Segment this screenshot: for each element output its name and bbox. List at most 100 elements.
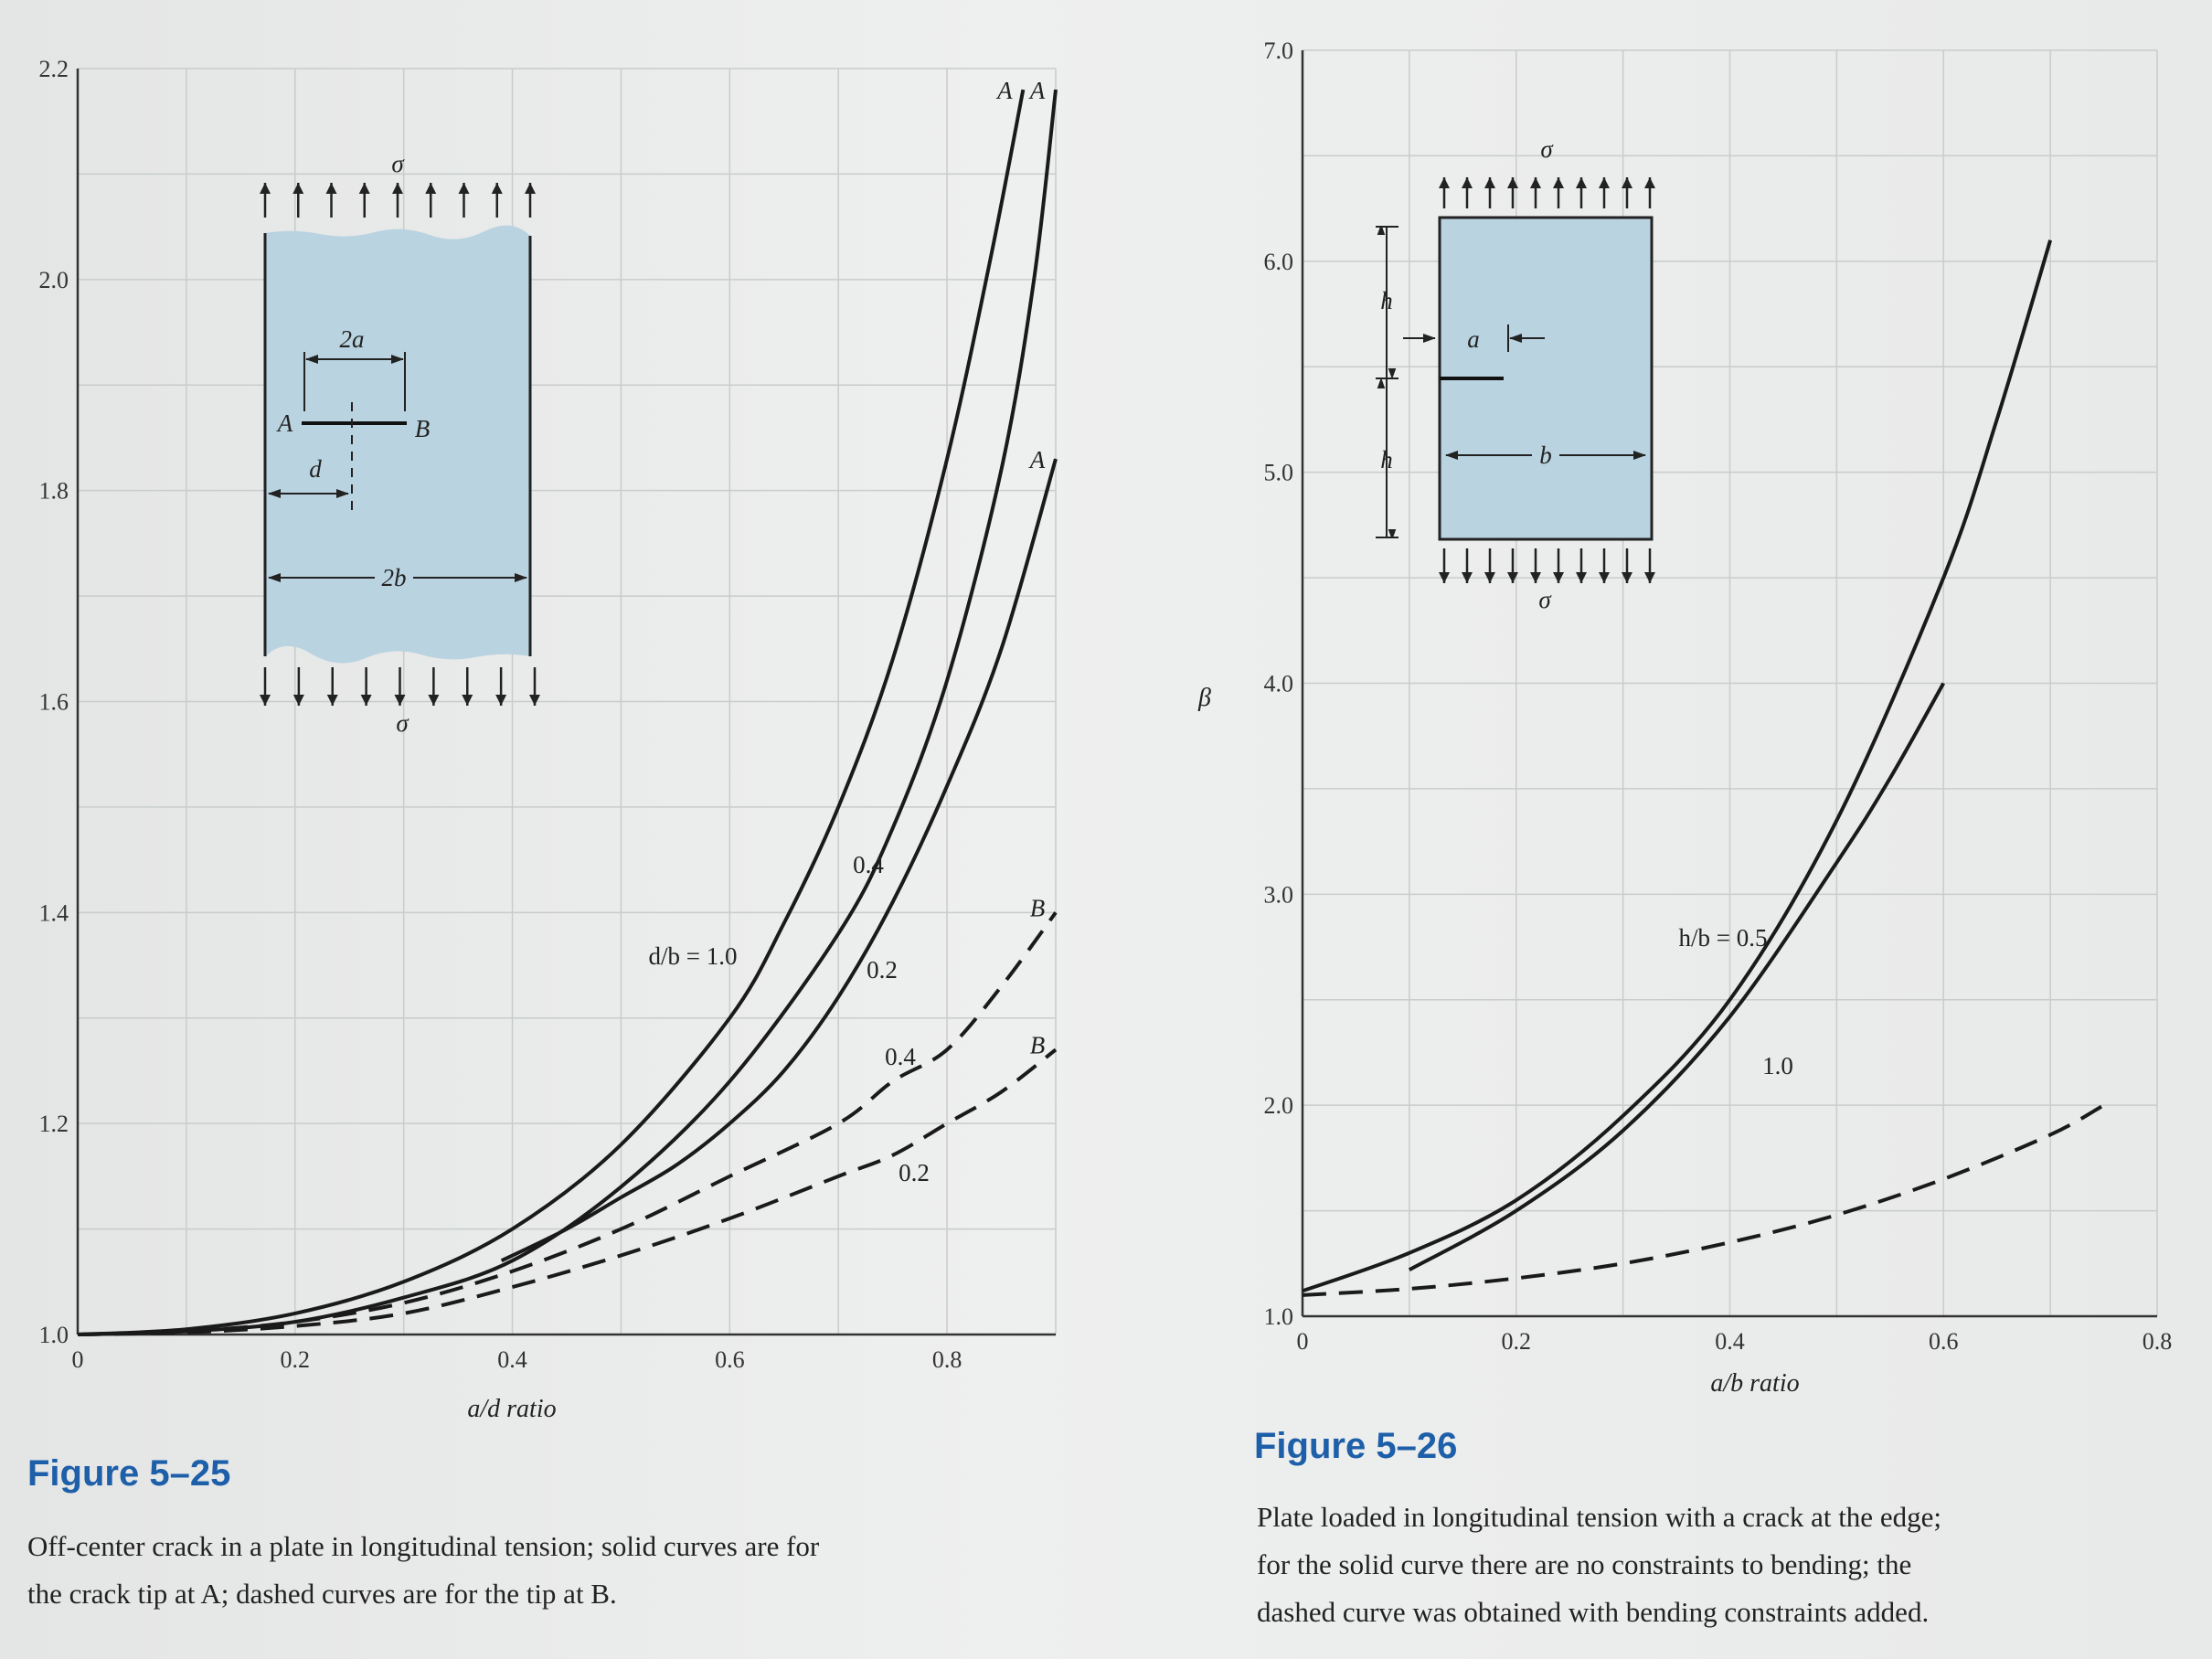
width-label: 2b [382,564,407,591]
chart-5-25-inset: σ σ 2a A B d 2b [260,150,540,737]
dim-2b-mask [375,563,413,590]
tension-arrow-head [326,695,338,706]
x-tick-label: 0.4 [497,1346,527,1373]
series-end-label: A [1028,446,1046,473]
series-line-solid-1 [1408,682,1945,1271]
y-tick-label: 1.0 [39,1322,69,1348]
x-tick-label: 0.8 [932,1346,962,1373]
tension-arrow-head [394,695,406,706]
series-name-label: 0.2 [867,956,898,984]
series-line-solid-2 [500,458,1058,1263]
figure-5-26-caption-line2: for the solid curve there are no constra… [1257,1548,1912,1580]
x-tick-label: 0.8 [2143,1328,2173,1355]
tension-arrow-head [1553,572,1564,583]
y-tick-label: 2.0 [1264,1092,1294,1119]
y-tick-label: 1.4 [39,899,69,926]
series-end-label: A [1028,77,1046,104]
series-name-label: h/b = 0.5 [1679,924,1768,952]
chart-5-26-inset: σ σ h h a b [1376,135,1655,613]
chart-5-26-x-label: a/b ratio [1710,1369,1799,1398]
tension-arrows-top [1439,177,1655,208]
y-tick-label: 2.0 [39,267,69,293]
tension-arrow-head [1484,177,1495,188]
series-name-label: 0.2 [899,1159,930,1186]
series-name-label: 1.0 [1762,1052,1793,1079]
figure-5-26-caption-line1: Plate loaded in longitudinal tension wit… [1257,1501,1941,1533]
plate-shape [265,225,530,664]
tension-arrow-head [260,695,271,706]
y-tick-label: 1.2 [39,1111,69,1137]
offset-label: d [309,455,322,483]
tension-arrow-head [392,183,403,194]
tension-arrow-head [1530,177,1541,188]
tension-arrow-head [428,695,440,706]
y-tick-label: 2.2 [39,56,69,82]
x-tick-label: 0.6 [715,1346,745,1373]
tension-arrow-head [1553,177,1564,188]
chart-5-25-x-label: a/d ratio [467,1395,556,1423]
x-tick-label: 0.4 [1715,1328,1745,1355]
tension-arrow-head [358,183,370,194]
tension-arrow-head [1644,177,1655,188]
y-tick-label: 5.0 [1264,460,1294,486]
x-tick-label: 0.6 [1929,1328,1959,1355]
tension-arrows-bottom [260,667,540,706]
tension-arrow-head [1439,177,1450,188]
tension-arrow-head [495,695,507,706]
series-end-label: B [1030,1031,1046,1058]
series-name-label: d/b = 1.0 [649,942,738,970]
tension-arrow-head [1462,572,1473,583]
series-line-dashed-4 [77,1048,1058,1336]
tension-arrow-head [1599,177,1610,188]
sigma-top-label: σ [1540,135,1554,163]
tension-arrows-bottom [1439,548,1655,583]
x-tick-label: 0.2 [281,1346,311,1373]
sigma-bottom-label: σ [396,709,409,737]
tension-arrow-head [1507,572,1518,583]
tension-arrow-head [458,183,470,194]
series-line-solid-0 [1302,239,2053,1293]
series-line-dashed-2 [1302,1103,2105,1297]
sigma-bottom-label: σ [1538,586,1552,613]
figure-5-26-caption: Plate loaded in longitudinal tension wit… [1257,1494,2171,1636]
tension-arrow-head [525,183,536,194]
x-tick-label: 0 [72,1346,84,1373]
figure-5-26-number: Figure 5–26 [1254,1426,1458,1466]
tip-b-label: B [415,415,431,442]
crack-length-label: 2a [340,325,365,353]
tension-arrow-head [1439,572,1450,583]
figure-5-25-caption-line1: Off-center crack in a plate in longitudi… [27,1530,820,1562]
figure-5-26-caption-line3: dashed curve was obtained with bending c… [1257,1596,1930,1628]
height-top-label: h [1380,287,1393,314]
tension-arrow-head [292,183,304,194]
y-tick-label: 1.6 [39,689,69,716]
series-end-label: A [995,77,1013,104]
tension-arrow-head [325,183,337,194]
tension-arrow-head [1644,572,1655,583]
y-tick-label: 3.0 [1264,881,1294,908]
chart-5-26-grid [1303,49,2158,1316]
y-tick-label: 4.0 [1264,671,1294,697]
chart-5-26-y-label: β [1197,684,1211,712]
series-line-solid-0 [77,89,1026,1336]
tension-arrow-head [1622,177,1632,188]
tip-a-label: A [276,409,293,437]
chart-5-25: 0 0.2 0.4 0.6 0.8 1.0 1.2 1.4 1.6 1.8 2.0 2.2 a/d r… [39,56,1058,1423]
y-tick-label: 7.0 [1264,37,1294,64]
tension-arrow-head [1484,572,1495,583]
tension-arrows-top [260,183,536,218]
series-name-label: 0.4 [885,1043,916,1070]
tension-arrow-head [292,695,304,706]
width-dim-mask [1532,441,1559,468]
tension-arrow-head [1507,177,1518,188]
crack-length-label: a [1467,325,1480,353]
x-tick-label: 0 [1297,1328,1309,1355]
tension-arrow-head [1530,572,1541,583]
tension-arrow-head [1462,177,1473,188]
y-tick-label: 1.0 [1264,1303,1294,1330]
width-label: b [1539,441,1552,469]
series-line-dashed-3 [77,911,1058,1336]
tension-arrow-head [260,183,271,194]
